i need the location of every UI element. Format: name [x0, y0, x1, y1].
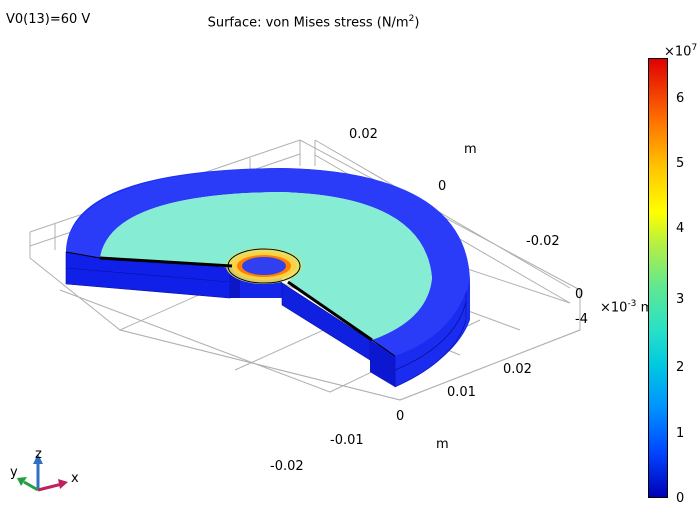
z-tick-label: -4 [575, 312, 588, 327]
plot-title: Surface: von Mises stress (N/m2) [0, 13, 663, 29]
y-tick-label: 0 [438, 179, 447, 194]
triad-y-label: y [10, 465, 18, 480]
colorbar-tick: 4 [676, 221, 685, 236]
colorbar-exponent: ×107 [664, 42, 697, 58]
colorbar-tick: 2 [676, 360, 685, 375]
colorbar-tick: 6 [676, 91, 685, 106]
colorbar [648, 58, 668, 498]
x-tick-label: -0.02 [270, 459, 304, 474]
colorbar-exponent-base: ×10 [664, 44, 692, 60]
colorbar-exponent-power: 7 [691, 43, 698, 53]
x-tick-label: 0 [396, 409, 405, 424]
colorbar-tick: 1 [676, 426, 685, 441]
x-tick-label: 0.02 [503, 362, 532, 377]
plot-title-text: Surface: von Mises stress (N/m [207, 15, 409, 31]
z-tick-label: 0 [575, 287, 584, 302]
parameter-label: V0(13)=60 V [6, 12, 91, 27]
y-unit-label: m [464, 142, 477, 157]
z-exponent-base: ×10 [600, 300, 628, 316]
axis-triad [17, 454, 68, 492]
plot-title-suffix: ) [414, 15, 420, 31]
x-tick-label: -0.01 [330, 433, 364, 448]
z-exponent-label: ×10-3 m [600, 298, 653, 314]
z-exponent-power: -3 [627, 299, 637, 309]
y-tick-label: 0.02 [349, 127, 378, 142]
colorbar-tick: 5 [676, 156, 685, 171]
y-tick-label: -0.02 [526, 234, 560, 249]
colorbar-tick: 3 [676, 292, 685, 307]
triad-x-label: x [71, 471, 79, 486]
plot-title-sup: 2 [408, 14, 415, 24]
triad-z-label: z [35, 447, 42, 462]
solid-domain [65, 168, 470, 388]
x-unit-label: m [436, 437, 449, 452]
x-tick-label: 0.01 [447, 385, 476, 400]
colorbar-tick: 0 [676, 491, 685, 506]
